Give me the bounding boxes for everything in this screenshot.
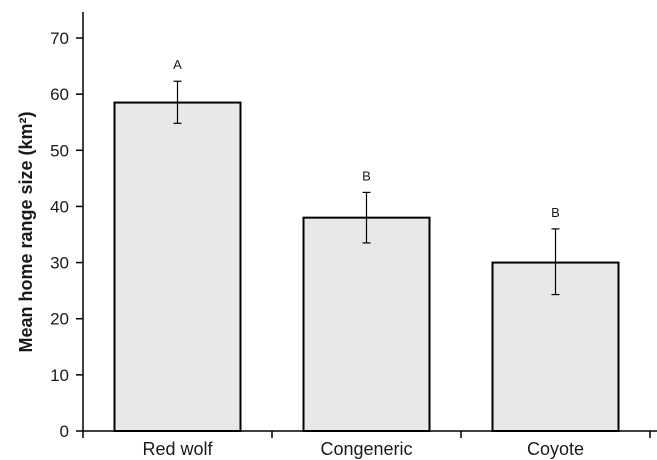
bar bbox=[302, 216, 431, 432]
x-axis: Red wolf Congeneric Coyote bbox=[82, 430, 657, 459]
y-tick-label: 60 bbox=[50, 85, 69, 104]
y-tick-label: 20 bbox=[50, 310, 69, 329]
error-bars: A B B bbox=[173, 57, 560, 296]
significance-label: B bbox=[362, 168, 371, 183]
x-category-label: Coyote bbox=[527, 439, 584, 459]
significance-label: B bbox=[551, 205, 560, 220]
y-tick-label: 30 bbox=[50, 254, 69, 273]
y-tick-label: 10 bbox=[50, 366, 69, 385]
y-axis: 0 10 20 30 40 50 60 70 bbox=[50, 12, 84, 441]
y-tick-label: 70 bbox=[50, 29, 69, 48]
x-category-label: Congeneric bbox=[320, 439, 412, 459]
bar bbox=[113, 101, 242, 432]
x-category-label: Red wolf bbox=[142, 439, 213, 459]
y-tick-label: 0 bbox=[60, 422, 69, 441]
y-tick-label: 40 bbox=[50, 197, 69, 216]
y-axis-label: Mean home range size (km²) bbox=[16, 111, 36, 352]
y-tick-label: 50 bbox=[50, 141, 69, 160]
significance-label: A bbox=[173, 57, 182, 72]
bars bbox=[113, 101, 620, 433]
